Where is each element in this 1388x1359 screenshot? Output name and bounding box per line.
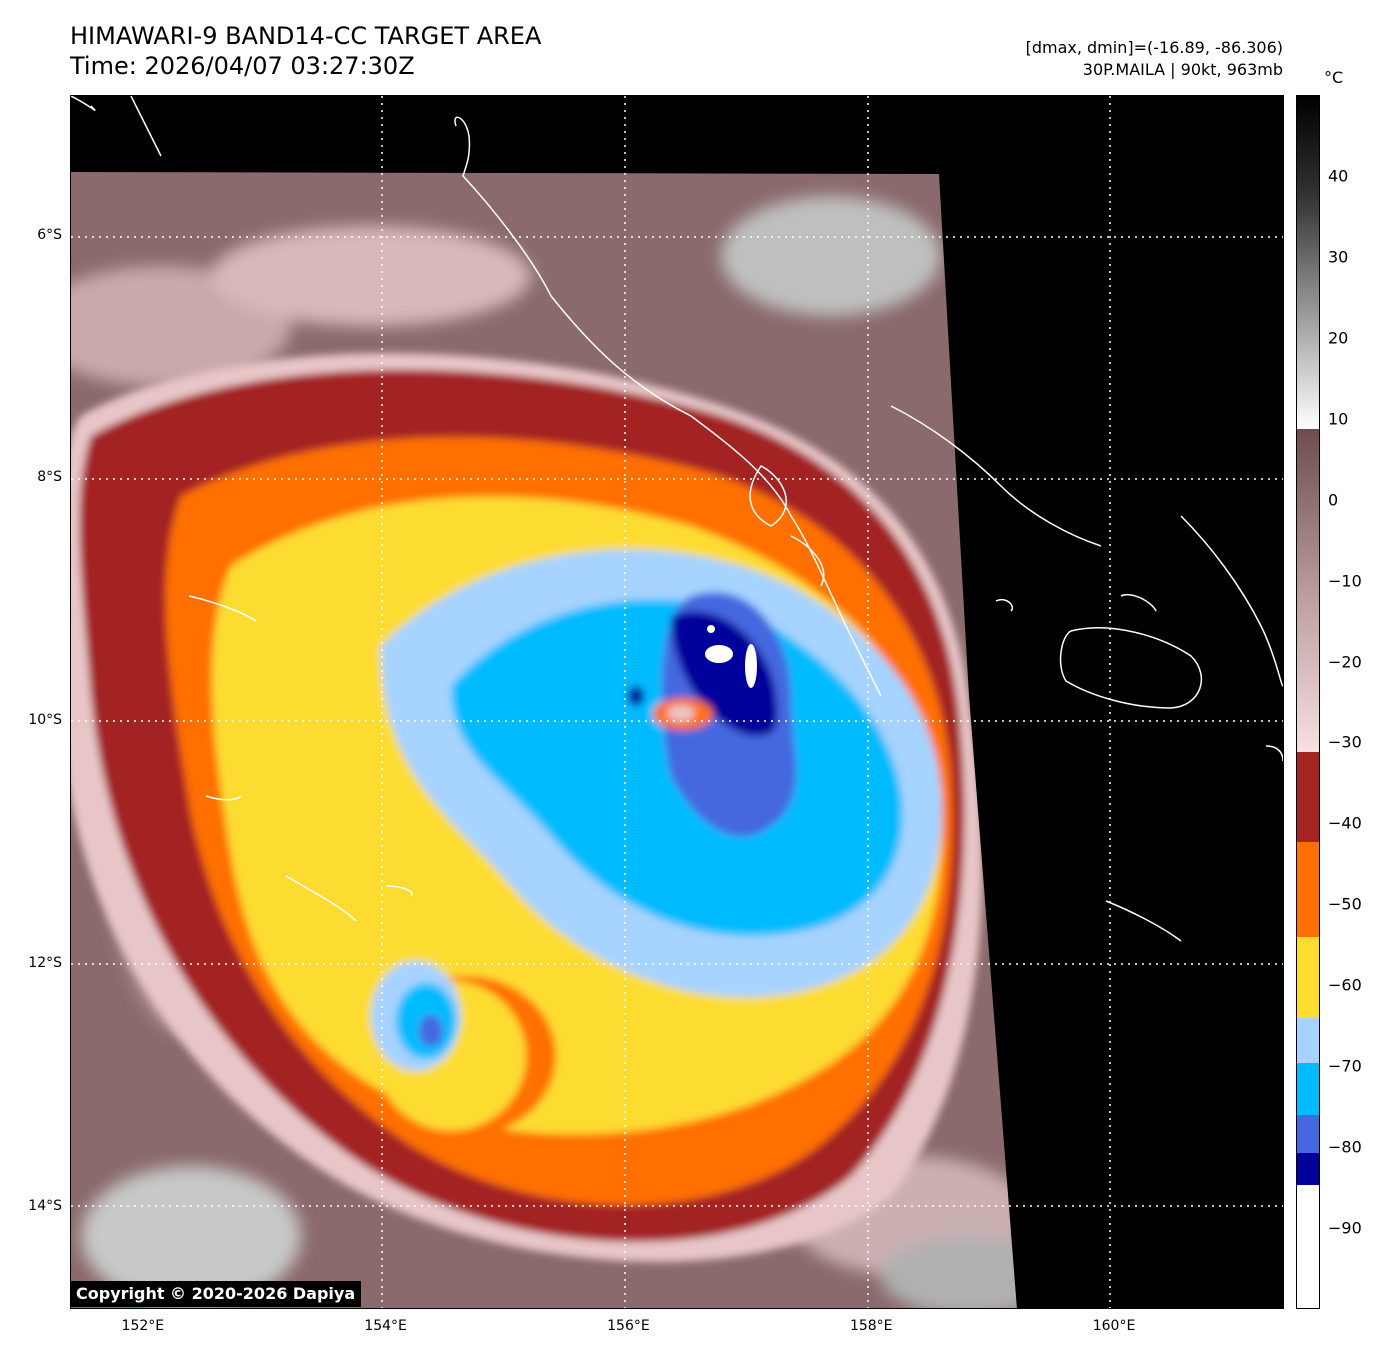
colorbar-unit: °C (1324, 68, 1344, 87)
lat-tick-label: 12°S (28, 955, 62, 971)
colorbar-tick-label: −30 (1328, 732, 1362, 752)
lon-tick-label: 152°E (121, 1318, 165, 1334)
lat-tick-label: 8°S (37, 469, 62, 486)
colorbar-tick-label: 0 (1328, 490, 1339, 510)
colorbar-tick-label: 30 (1328, 247, 1349, 267)
lat-tick-label: 6°S (37, 226, 62, 243)
overshooting-tops (705, 625, 757, 688)
lon-tick-label: 154°E (364, 1318, 407, 1334)
colorbar-tick-label: −80 (1328, 1137, 1362, 1157)
colorbar-tick-label: −40 (1328, 813, 1362, 833)
colorbar-tick-label: −20 (1328, 652, 1362, 672)
colorbar-tick-label: 40 (1328, 166, 1349, 186)
lon-tick-label: 160°E (1092, 1318, 1136, 1334)
satellite-image (71, 96, 1283, 1308)
colorbar-tick-label: −50 (1328, 894, 1362, 914)
colorbar-tick-label: −10 (1328, 571, 1362, 591)
colorbar-tick-label: 10 (1328, 409, 1349, 429)
colorbar (1296, 95, 1320, 1309)
copyright-notice: Copyright © 2020-2026 Dapiya (70, 1281, 362, 1307)
lon-tick-label: 156°E (607, 1318, 650, 1334)
dmax-dmin-stats: [dmax, dmin]=(-16.89, -86.306) (1025, 38, 1283, 57)
observation-time: Time: 2026/04/07 03:27:30Z (70, 52, 415, 80)
cloud-top-temperature-field (71, 172, 1017, 1308)
colorbar-tick-label: −70 (1328, 1056, 1362, 1076)
lat-tick-label: 14°S (28, 1197, 62, 1214)
colorbar-tick-label: −90 (1328, 1218, 1362, 1238)
storm-info: 30P.MAILA | 90kt, 963mb (1082, 60, 1283, 79)
lat-tick-label: 10°S (28, 712, 62, 729)
coastlines (71, 96, 1283, 942)
chart-title: HIMAWARI-9 BAND14-CC TARGET AREA (70, 22, 542, 50)
satellite-map-panel (70, 95, 1284, 1309)
colorbar-tick-label: −60 (1328, 975, 1362, 995)
lon-tick-label: 158°E (849, 1318, 893, 1334)
colorbar-gradient (1297, 96, 1319, 1308)
colorbar-tick-label: 20 (1328, 328, 1349, 348)
